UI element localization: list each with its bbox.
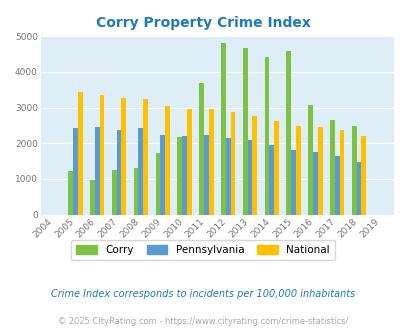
Bar xyxy=(155,153,160,214)
Bar xyxy=(138,127,143,214)
Bar xyxy=(230,112,235,214)
Bar xyxy=(360,136,365,214)
Bar xyxy=(177,137,182,214)
Bar xyxy=(312,152,317,214)
Text: Corry Property Crime Index: Corry Property Crime Index xyxy=(95,16,310,30)
Bar xyxy=(307,105,312,214)
Bar xyxy=(68,171,73,214)
Bar xyxy=(334,156,339,214)
Bar xyxy=(95,127,100,214)
Bar xyxy=(112,170,116,215)
Bar xyxy=(269,145,273,214)
Bar xyxy=(73,128,78,214)
Bar xyxy=(252,116,256,214)
Text: © 2025 CityRating.com - https://www.cityrating.com/crime-statistics/: © 2025 CityRating.com - https://www.city… xyxy=(58,317,347,326)
Bar xyxy=(339,130,343,214)
Bar xyxy=(165,106,169,214)
Bar xyxy=(264,57,269,214)
Legend: Corry, Pennsylvania, National: Corry, Pennsylvania, National xyxy=(71,240,334,260)
Bar xyxy=(273,121,278,214)
Bar xyxy=(121,98,126,214)
Bar xyxy=(203,135,208,214)
Bar xyxy=(160,135,165,214)
Bar xyxy=(242,48,247,214)
Bar xyxy=(208,109,213,214)
Bar xyxy=(220,43,225,214)
Bar xyxy=(351,126,356,214)
Bar xyxy=(198,83,203,214)
Bar xyxy=(295,126,300,214)
Bar xyxy=(247,140,252,214)
Bar xyxy=(182,136,186,214)
Bar xyxy=(286,51,290,214)
Bar xyxy=(100,95,104,214)
Bar xyxy=(186,109,191,214)
Bar xyxy=(225,138,230,214)
Bar xyxy=(133,168,138,214)
Bar xyxy=(116,130,121,214)
Bar xyxy=(143,99,148,214)
Bar xyxy=(356,162,360,214)
Bar xyxy=(317,127,322,214)
Bar xyxy=(78,91,83,214)
Bar xyxy=(90,180,95,214)
Text: Crime Index corresponds to incidents per 100,000 inhabitants: Crime Index corresponds to incidents per… xyxy=(51,289,354,299)
Bar xyxy=(329,120,334,214)
Bar xyxy=(290,149,295,214)
